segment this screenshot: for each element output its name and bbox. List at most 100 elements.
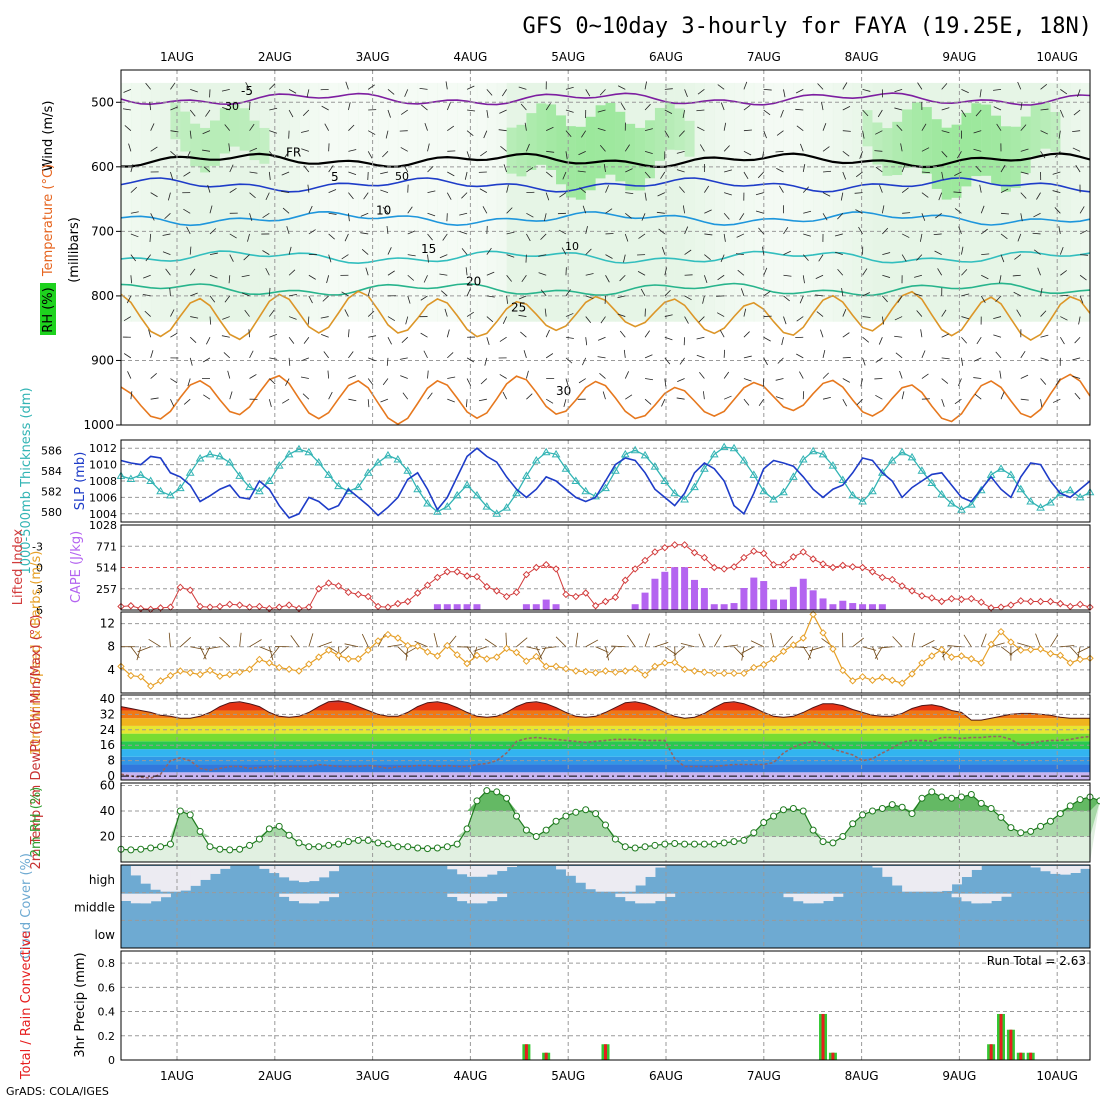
wind-barb <box>307 184 310 193</box>
cloud-gap <box>170 866 181 892</box>
wind-speed-point <box>888 676 896 684</box>
wind-barb <box>239 632 242 647</box>
isotherm-label: 30 <box>556 384 571 398</box>
rh-shade-cell <box>575 82 587 322</box>
wind-speed-point <box>661 659 669 667</box>
wind-barb <box>704 185 710 193</box>
wind-barb <box>822 146 830 152</box>
rh-shade-cell <box>1040 102 1052 149</box>
wind-barb <box>546 150 555 153</box>
thickness-point <box>927 478 937 487</box>
wind-barb <box>486 316 494 323</box>
rh-shade-cell <box>259 82 270 322</box>
rh-shade-cell <box>417 82 429 322</box>
isotherm-label: 20 <box>466 274 481 288</box>
wind-speed-point <box>671 658 679 667</box>
day-label: 7AUG <box>747 50 781 64</box>
cloud-gap <box>140 893 152 904</box>
cloud-gap <box>635 893 646 904</box>
wind-speed-point <box>957 652 966 660</box>
wind-barb <box>842 309 847 317</box>
wind-speed-point <box>651 662 659 671</box>
rh-point <box>147 844 155 852</box>
wind-barb <box>170 171 174 180</box>
wind-barb <box>921 123 927 131</box>
cape-bar <box>690 579 698 610</box>
wind-barb <box>834 233 843 237</box>
wind-barb <box>698 316 705 323</box>
cloud-gap <box>140 866 152 884</box>
rh-point <box>859 811 867 819</box>
rh-shade-cell <box>427 82 439 322</box>
wind-barb <box>1020 102 1023 111</box>
thickness-point <box>185 468 195 476</box>
cloud-gap <box>615 893 626 898</box>
rh-point <box>196 827 204 835</box>
wind-barb <box>697 89 705 95</box>
wind-barb <box>382 378 389 386</box>
cloud-gap <box>328 866 340 872</box>
lifted-index-point <box>354 590 363 599</box>
wind-barb <box>1000 233 1008 240</box>
cloud-gap <box>635 866 646 886</box>
wind-barb <box>637 271 646 276</box>
wind-barb <box>961 357 964 366</box>
rh-shade-cell <box>318 82 330 322</box>
wind-barb <box>459 212 468 216</box>
cape-tick-label: 257 <box>96 583 117 596</box>
wind-barb <box>641 213 646 221</box>
wind-barb <box>796 353 804 359</box>
thickness-point <box>136 470 146 478</box>
wind-barb <box>249 374 257 379</box>
wind-barb <box>1060 89 1068 95</box>
wind-barb <box>1059 246 1064 255</box>
wind-barb <box>348 329 350 338</box>
wind-barb <box>699 144 705 152</box>
wind-barb <box>289 293 298 297</box>
wind-barb <box>835 251 843 255</box>
wind-barb <box>148 638 161 648</box>
wind-barb <box>284 151 290 159</box>
thickness-point <box>166 490 175 499</box>
lifted-index-point <box>651 548 659 556</box>
wind-barb <box>466 311 474 317</box>
wind-barb <box>856 398 863 406</box>
side-label-rh: RH (%) <box>41 287 56 332</box>
wind-barb <box>796 125 804 131</box>
wind-speed-point <box>374 637 382 645</box>
wind-barb <box>348 171 357 175</box>
rh-shade-cell <box>1060 82 1071 322</box>
wind-barb <box>363 192 369 200</box>
rh-shade-cell <box>951 82 963 322</box>
day-label: 3AUG <box>356 50 390 64</box>
wind-barb <box>775 150 784 153</box>
rh-shade-cell <box>724 82 735 322</box>
rh-shade-cell <box>476 82 488 322</box>
wind-speed-point <box>601 667 610 675</box>
wind-barb <box>427 212 436 217</box>
wind-barb <box>170 82 176 90</box>
wind-barb <box>123 353 132 359</box>
wind-barb <box>578 378 586 384</box>
wind-barb <box>183 171 191 177</box>
wind-barb <box>763 290 771 297</box>
wind-barb <box>892 636 903 647</box>
rh-shade-cell <box>506 82 518 322</box>
cloud-axis-label: Cloud Cover (%) <box>19 853 34 959</box>
rh-shade-cell <box>605 82 616 322</box>
wind-barb <box>386 225 389 234</box>
wind-barb <box>502 316 507 324</box>
wind-barb <box>367 130 376 135</box>
wind-barb <box>881 205 885 214</box>
cloud-gap <box>654 866 666 868</box>
wind-barb <box>781 337 784 346</box>
cloud-gap <box>200 866 211 880</box>
wind-barb <box>1040 151 1046 159</box>
wind-barb <box>565 378 569 387</box>
wind-barb <box>975 165 982 173</box>
wind-barb <box>545 329 550 338</box>
thickness-point <box>719 442 729 451</box>
lifted-index-point <box>502 592 511 601</box>
lifted-index-point <box>1036 597 1045 606</box>
precip-convective-bar <box>989 1044 993 1060</box>
